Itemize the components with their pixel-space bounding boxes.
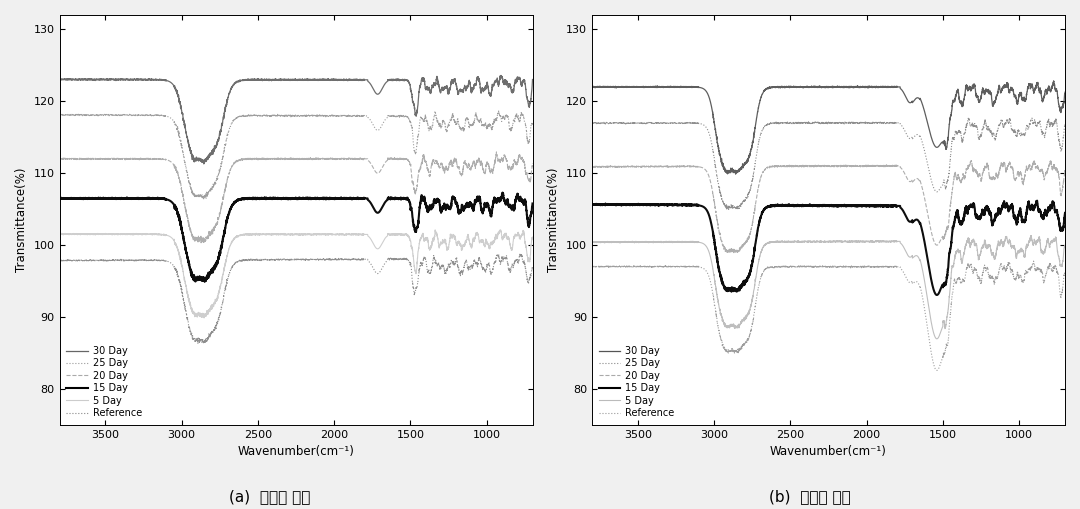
- Text: (a)  지지층 소재: (a) 지지층 소재: [229, 489, 311, 504]
- X-axis label: Wavenumber(cm⁻¹): Wavenumber(cm⁻¹): [238, 445, 354, 459]
- Text: (b)  표면층 소재: (b) 표면층 소재: [769, 489, 851, 504]
- X-axis label: Wavenumber(cm⁻¹): Wavenumber(cm⁻¹): [770, 445, 887, 459]
- Legend: 30 Day, 25 Day, 20 Day, 15 Day, 5 Day, Reference: 30 Day, 25 Day, 20 Day, 15 Day, 5 Day, R…: [597, 344, 676, 420]
- Legend: 30 Day, 25 Day, 20 Day, 15 Day, 5 Day, Reference: 30 Day, 25 Day, 20 Day, 15 Day, 5 Day, R…: [65, 344, 144, 420]
- Y-axis label: Transmittance(%): Transmittance(%): [15, 168, 28, 272]
- Y-axis label: Transmittance(%): Transmittance(%): [548, 168, 561, 272]
